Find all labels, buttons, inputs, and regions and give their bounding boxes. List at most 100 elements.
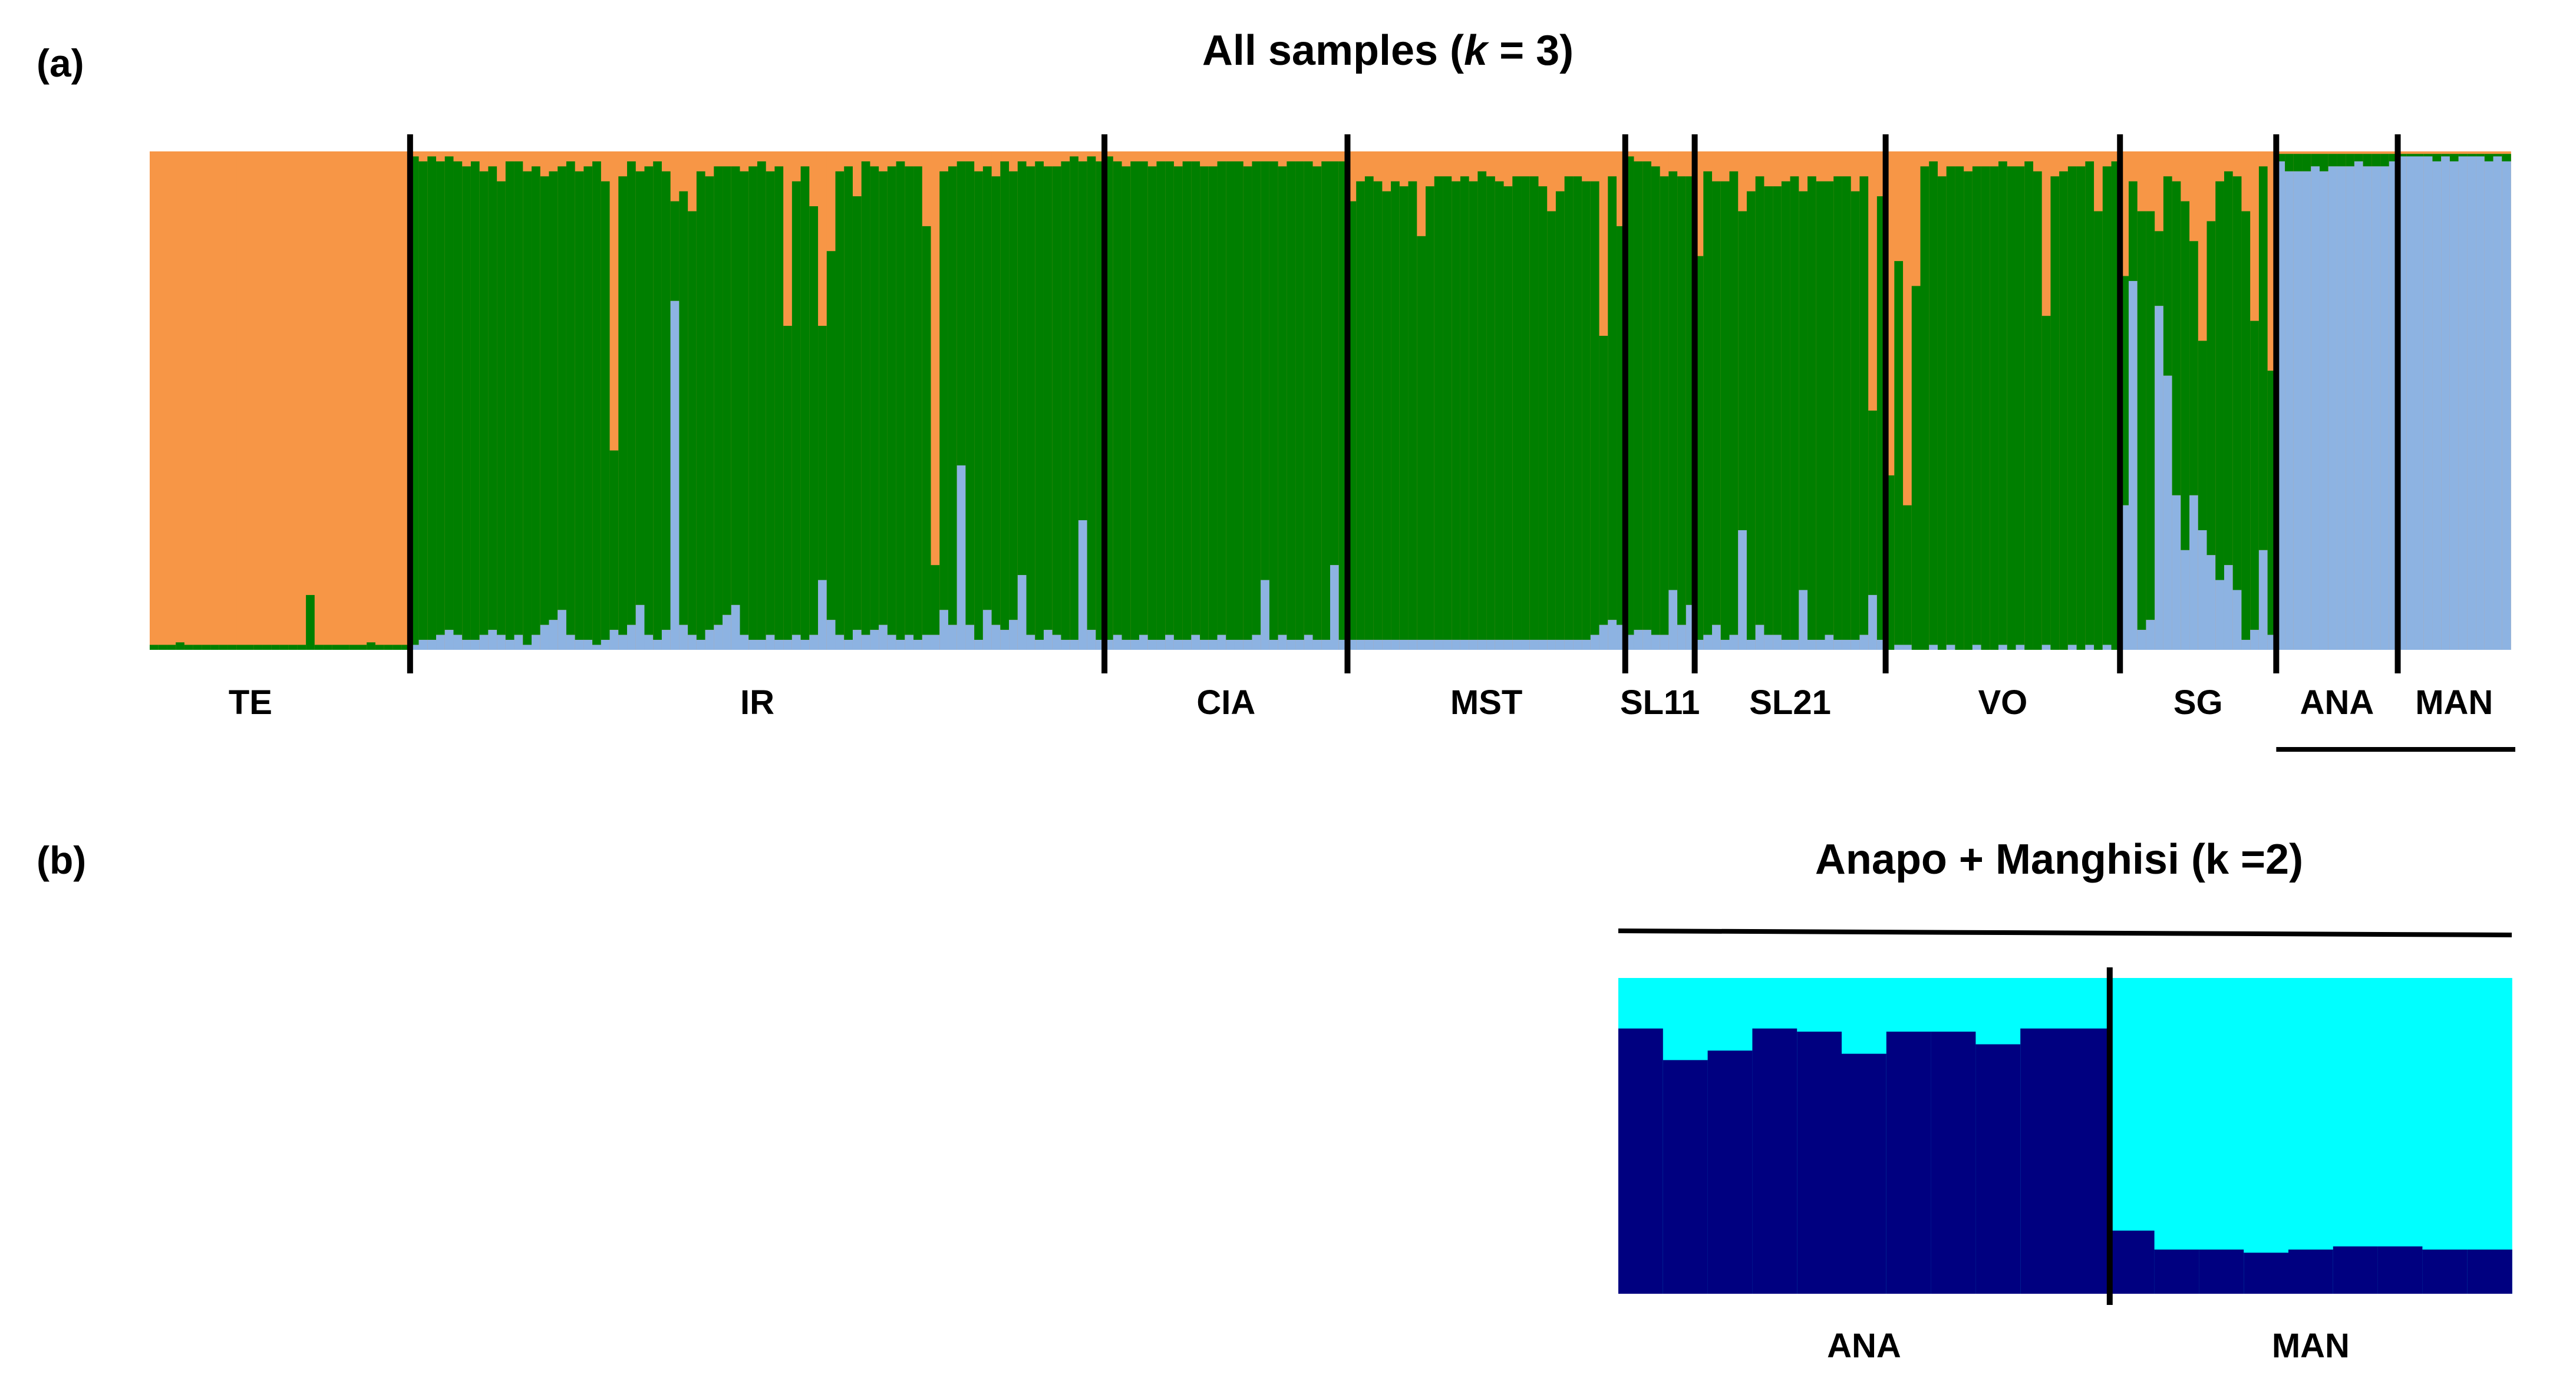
bar-a-TE-18-orange [297, 151, 306, 650]
bar-a-IR-32-blue [679, 624, 688, 650]
bar-a-CIA-2-blue [1113, 635, 1123, 650]
bar-a-MST-9-blue [1417, 640, 1426, 650]
bar-a-IR-44-green [783, 326, 793, 640]
bar-a-MST-15-blue [1469, 640, 1479, 650]
bar-a-MAN-6-green [2441, 154, 2450, 157]
bar-a-MST-28-blue [1582, 640, 1591, 650]
bar-a-VO-4-green [1911, 286, 1921, 650]
bar-a-IR-17-blue [549, 620, 559, 650]
bar-a-IR-34-green [696, 171, 706, 640]
panel-a-title: All samples (k = 3) [1202, 27, 1574, 74]
bar-a-IR-50-green [835, 171, 845, 635]
bar-a-VO-26-green [2102, 166, 2112, 645]
bar-a-SL21-18-blue [1842, 640, 1852, 650]
bar-a-MST-5-blue [1382, 640, 1391, 650]
bar-a-IR-57-green [896, 161, 906, 640]
bar-a-IR-59-green [913, 166, 923, 640]
bar-a-SL21-19-green [1851, 191, 1861, 640]
bar-a-MAN-7-blue [2449, 161, 2459, 650]
bar-a-CIA-4-green [1130, 161, 1140, 640]
bar-a-MAN-7-green [2449, 154, 2459, 161]
bar-a-SL21-13-green [1799, 191, 1808, 590]
bar-a-CIA-19-blue [1261, 580, 1270, 650]
group-label-a-SL21: SL21 [1749, 683, 1831, 722]
bar-a-SG-17-blue [2258, 550, 2268, 650]
bar-a-VO-24-blue [2085, 645, 2095, 650]
bar-a-MST-25-blue [1555, 640, 1565, 650]
bar-a-IR-35-blue [705, 630, 715, 650]
bar-a-CIA-26-blue [1321, 640, 1331, 650]
bar-b-ANA-1-navy [1618, 1028, 1664, 1294]
bar-a-MAN-8-green [2458, 154, 2468, 157]
bar-a-TE-21-green [323, 645, 333, 650]
bar-a-MST-11-green [1434, 176, 1444, 640]
bar-a-IR-51-green [844, 166, 853, 640]
bar-a-SL21-11-green [1781, 181, 1791, 640]
bar-a-TE-14-green [262, 645, 272, 650]
bar-a-TE-2-orange [158, 151, 168, 650]
bar-a-IR-3-blue [427, 640, 437, 650]
bar-a-VO-7-green [1937, 176, 1947, 650]
panel-a-label: (a) [37, 41, 84, 85]
panel-a-title-suffix: = 3) [1487, 27, 1574, 74]
bar-a-SG-2-blue [2128, 280, 2138, 650]
bar-a-TE-19-orange [306, 151, 315, 650]
bar-a-IR-73-green [1035, 161, 1044, 640]
bar-b-MAN-4-cyan [2244, 978, 2289, 1294]
bar-a-IR-26-green [627, 161, 636, 625]
bar-a-SG-6-green [2163, 176, 2173, 376]
panel-a: (a) All samples (k = 3) TE IR CIA MST SL11 SL… [37, 27, 2515, 752]
bar-a-IR-7-blue [462, 640, 471, 650]
bar-a-IR-11-green [497, 181, 506, 635]
bar-a-MAN-6-blue [2441, 156, 2450, 650]
bar-a-ANA-13-green [2380, 154, 2390, 167]
bar-a-ANA-8-blue [2337, 166, 2346, 650]
bar-a-IR-19-green [566, 161, 576, 635]
bar-a-TE-3-green [167, 645, 176, 650]
bar-a-IR-79-green [1087, 156, 1097, 630]
bar-a-SG-17-green [2258, 166, 2268, 550]
bar-a-TE-20-orange [314, 151, 324, 650]
group-label-a-IR: IR [740, 683, 774, 722]
bar-a-TE-3-orange [167, 151, 176, 650]
bar-a-VO-15-green [2007, 166, 2017, 650]
bar-b-MAN-5-navy [2288, 1249, 2334, 1294]
bar-a-VO-16-blue [2016, 645, 2026, 650]
bar-a-TE-17-green [288, 645, 298, 650]
bar-a-TE-5-orange [184, 151, 194, 650]
bar-a-MST-30-green [1599, 336, 1609, 625]
bar-a-MAN-12-blue [2493, 156, 2503, 650]
bar-a-CIA-15-green [1226, 161, 1235, 640]
bar-b-MAN-8-navy [2422, 1249, 2468, 1294]
bar-a-TE-25-green [358, 645, 367, 650]
bar-a-IR-1-blue [410, 645, 420, 650]
bar-a-TE-2-green [158, 645, 168, 650]
bar-a-CIA-21-blue [1278, 635, 1288, 650]
bar-a-IR-67-green [982, 166, 992, 610]
bar-b-MAN-6-navy [2333, 1246, 2379, 1294]
bar-a-CIA-18-green [1252, 161, 1261, 635]
bar-a-SL21-5-blue [1729, 635, 1739, 650]
bar-a-SG-13-green [2224, 171, 2234, 566]
bar-a-IR-76-blue [1061, 640, 1070, 650]
bar-a-TE-28-orange [384, 151, 394, 650]
bar-a-IR-12-blue [505, 640, 515, 650]
bar-a-SL11-4-green [1651, 166, 1661, 635]
bar-a-SL11-3-green [1642, 161, 1652, 630]
bracket-line-b [1618, 928, 2512, 937]
bar-a-MAN-2-blue [2406, 156, 2416, 650]
bar-b-ANA-3-navy [1707, 1050, 1753, 1294]
bar-a-MST-9-green [1417, 236, 1426, 640]
bar-a-SG-11-green [2206, 221, 2217, 556]
bar-a-IR-30-blue [661, 630, 671, 650]
bar-a-CIA-10-green [1182, 161, 1192, 640]
bar-a-TE-9-orange [219, 151, 229, 650]
bar-a-MST-8-blue [1408, 640, 1418, 650]
bar-a-IR-4-blue [436, 635, 446, 650]
bar-a-IR-11-blue [497, 635, 506, 650]
bar-a-SL21-16-blue [1825, 635, 1835, 650]
bar-a-VO-20-green [2050, 176, 2060, 650]
bar-a-TE-10-green [227, 645, 238, 650]
bar-a-TE-10-orange [227, 151, 238, 650]
bar-a-IR-2-blue [418, 640, 428, 650]
